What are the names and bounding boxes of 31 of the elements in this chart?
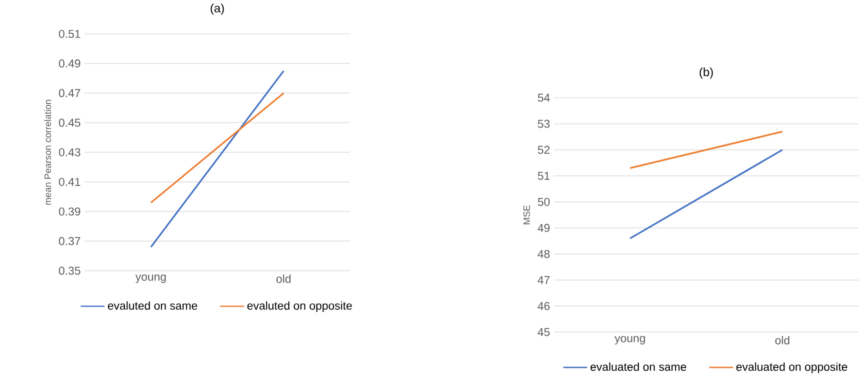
y-tick-label: 52 bbox=[538, 146, 550, 154]
y-tick-label: 47 bbox=[538, 276, 550, 284]
legend-label: evaluted on same bbox=[108, 301, 198, 310]
y-tick-label: 0.45 bbox=[58, 118, 80, 127]
x-tick-label: old bbox=[276, 274, 291, 284]
y-axis-title: mean Pearson correlation bbox=[44, 100, 52, 205]
chart-title: (a) bbox=[210, 4, 224, 15]
y-axis-title: MSE bbox=[523, 205, 530, 224]
y-tick-label: 0.35 bbox=[58, 266, 80, 275]
y-tick-label: 48 bbox=[538, 250, 550, 258]
y-tick-label: 0.37 bbox=[58, 237, 80, 246]
x-tick-label: young bbox=[135, 274, 166, 284]
y-tick-label: 46 bbox=[538, 302, 550, 310]
x-tick-label: young bbox=[614, 336, 645, 345]
legend-label: evaluated on same bbox=[590, 362, 686, 371]
y-tick-label: 0.51 bbox=[58, 30, 80, 38]
y-tick-label: 45 bbox=[538, 328, 550, 336]
y-tick-label: 51 bbox=[538, 172, 550, 180]
y-tick-label: 0.47 bbox=[58, 89, 80, 98]
y-tick-label: 53 bbox=[538, 120, 550, 128]
y-tick-label: 50 bbox=[538, 198, 550, 206]
chart-title: (b) bbox=[700, 68, 713, 79]
y-tick-label: 0.39 bbox=[58, 208, 80, 216]
y-tick-label: 0.43 bbox=[58, 148, 80, 156]
y-tick-label: 0.41 bbox=[58, 178, 80, 186]
legend-label: evaluated on opposite bbox=[736, 362, 848, 374]
y-tick-label: 49 bbox=[538, 224, 550, 232]
legend-label: evaluted on opposite bbox=[247, 301, 352, 312]
y-tick-label: 54 bbox=[538, 94, 550, 102]
y-tick-label: 0.49 bbox=[58, 60, 80, 68]
x-tick-label: old bbox=[775, 336, 790, 344]
